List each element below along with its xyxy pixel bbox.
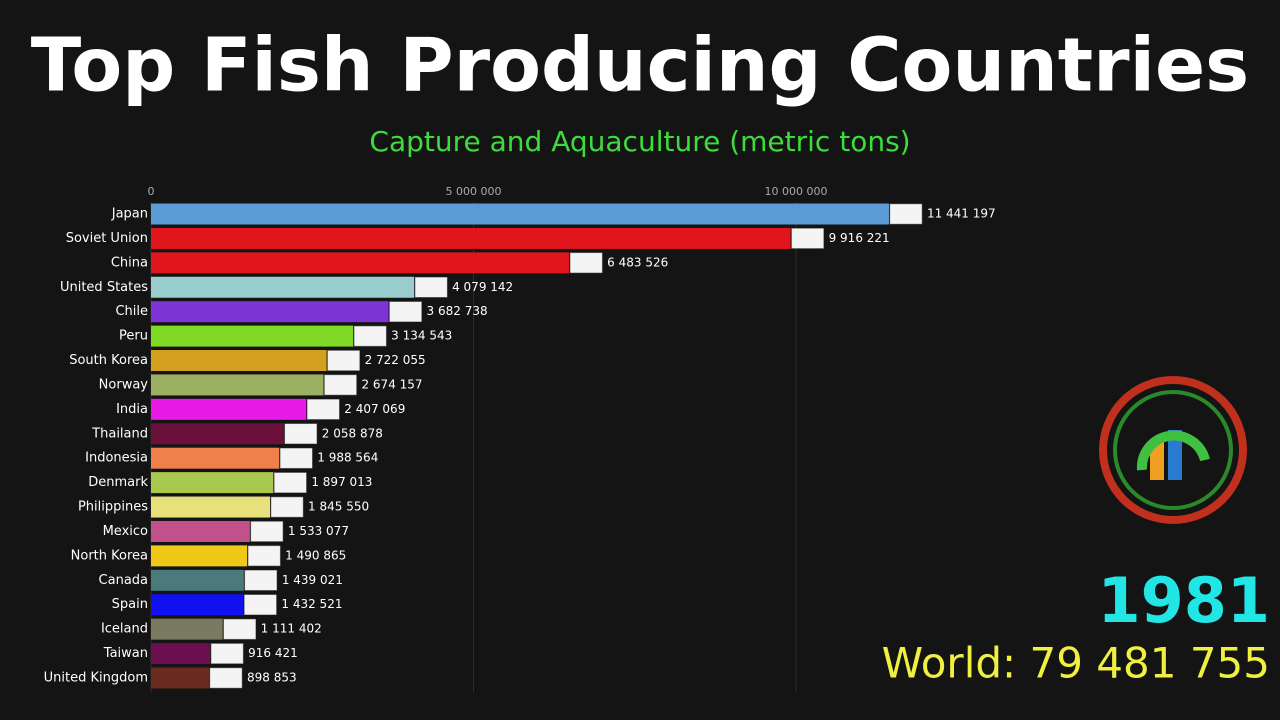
y-tick-label: Norway	[99, 377, 149, 392]
y-tick-label: China	[111, 255, 148, 270]
flag	[274, 472, 307, 493]
value-label: 3 682 738	[427, 304, 488, 318]
y-tick-label: Indonesia	[85, 451, 148, 466]
flag	[244, 570, 278, 591]
y-tick-label: Taiwan	[103, 646, 148, 661]
y-tick-label: Peru	[119, 329, 148, 344]
flag	[324, 374, 357, 396]
flag	[247, 545, 281, 567]
y-tick-label: South Korea	[69, 353, 148, 368]
value-label: 1 988 564	[317, 451, 378, 465]
value-label: 2 722 055	[365, 353, 426, 367]
logo-ring	[1099, 376, 1247, 524]
value-label: 1 111 402	[261, 622, 322, 636]
value-label: 9 916 221	[829, 231, 890, 245]
flag	[284, 423, 318, 445]
value-label: 3 134 543	[391, 329, 452, 343]
flag	[414, 277, 448, 298]
y-tick-label: Philippines	[78, 500, 148, 515]
world-total: World: 79 481 755	[882, 639, 1270, 688]
flag	[244, 594, 277, 615]
bar	[151, 545, 248, 567]
logo-ring	[1113, 390, 1233, 510]
bar	[151, 569, 244, 591]
flag	[250, 521, 284, 542]
y-tick-label: Denmark	[88, 475, 148, 490]
logo-bar	[1150, 440, 1164, 480]
y-tick-label: Japan	[111, 207, 148, 222]
value-label: 1 490 865	[285, 548, 346, 562]
y-tick-label: Thailand	[91, 426, 148, 441]
y-tick-label: Mexico	[103, 524, 148, 539]
x-tick-label: 10 000 000	[765, 185, 828, 198]
y-tick-label: Chile	[115, 304, 148, 319]
value-label: 1 432 521	[281, 597, 342, 611]
flag	[270, 496, 304, 518]
bar	[151, 618, 223, 640]
flag	[353, 325, 387, 347]
y-tick-label: India	[116, 402, 148, 417]
bar	[151, 374, 324, 396]
y-tick-label: Canada	[99, 573, 148, 588]
value-label: 2 058 878	[322, 426, 383, 440]
bar	[151, 423, 284, 445]
flag	[307, 399, 340, 420]
bar	[151, 643, 211, 665]
bar	[151, 472, 274, 494]
value-label: 2 674 157	[361, 377, 422, 391]
flag	[209, 667, 243, 689]
flag	[389, 301, 422, 322]
bar	[151, 398, 307, 420]
chart-subtitle: Capture and Aquaculture (metric tons)	[369, 125, 910, 158]
logo-bar	[1168, 430, 1182, 480]
value-label: 2 407 069	[344, 402, 405, 416]
y-tick-label: North Korea	[71, 548, 148, 563]
bar	[151, 667, 209, 689]
logo-arc	[1136, 430, 1210, 471]
bar	[151, 325, 354, 347]
flag	[210, 643, 244, 664]
bar	[151, 252, 570, 274]
flag	[223, 618, 256, 640]
y-tick-label: Spain	[112, 597, 148, 612]
bar	[151, 203, 889, 225]
value-label: 1 897 013	[311, 475, 372, 489]
year-label: 1981	[1097, 564, 1270, 637]
value-label: 6 483 526	[607, 255, 668, 269]
value-label: 11 441 197	[927, 207, 996, 221]
value-label: 916 421	[248, 646, 298, 660]
y-tick-label: United Kingdom	[44, 670, 148, 685]
bar	[151, 276, 415, 298]
flag	[569, 252, 603, 274]
bar	[151, 301, 389, 323]
value-label: 1 845 550	[308, 500, 369, 514]
bar	[151, 350, 327, 372]
bar	[151, 594, 244, 616]
bar	[151, 447, 280, 469]
bar	[151, 227, 791, 249]
value-label: 1 533 077	[288, 524, 349, 538]
value-label: 898 853	[247, 670, 297, 684]
y-tick-label: United States	[60, 280, 148, 295]
flag	[791, 228, 824, 249]
bar	[151, 520, 250, 542]
x-tick-label: 0	[148, 185, 155, 198]
flag	[889, 203, 923, 225]
y-tick-label: Soviet Union	[66, 231, 148, 246]
value-label: 1 439 021	[282, 573, 343, 587]
flag	[280, 447, 313, 469]
flag	[327, 350, 360, 371]
bar	[151, 496, 271, 518]
y-tick-label: Iceland	[101, 622, 148, 637]
value-label: 4 079 142	[452, 280, 513, 294]
x-tick-label: 5 000 000	[446, 185, 502, 198]
chart-title: Top Fish Producing Countries	[31, 23, 1249, 109]
logo	[1099, 376, 1247, 524]
